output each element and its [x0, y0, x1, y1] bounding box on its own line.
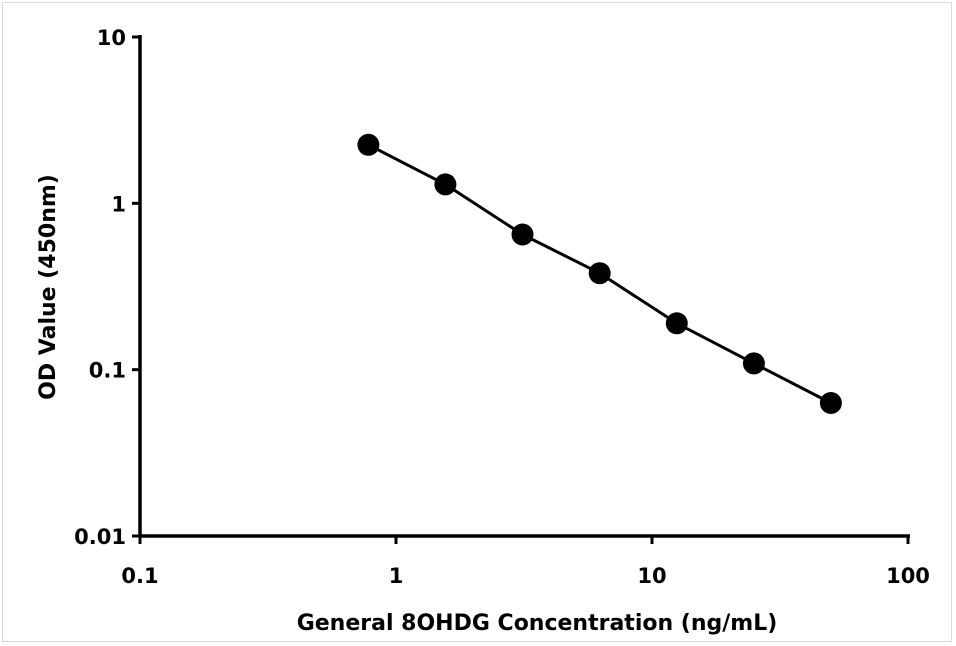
axes: [132, 35, 910, 544]
y-tick-label: 0.1: [89, 359, 126, 383]
x-tick-label: 1: [389, 564, 404, 588]
y-tick-label: 1: [111, 192, 126, 216]
y-tick-label: 10: [97, 26, 126, 50]
data-point: [588, 262, 611, 285]
data-point: [665, 312, 688, 335]
x-tick-label: 0.1: [121, 564, 158, 588]
y-tick-label: 0.01: [74, 525, 126, 549]
data-point: [819, 392, 842, 414]
data-point: [742, 352, 765, 375]
data-point: [434, 173, 457, 196]
x-axis-title: General 8OHDG Concentration (ng/mL): [297, 611, 778, 636]
x-tick-label: 100: [886, 564, 930, 588]
data-series: [357, 133, 842, 414]
data-point: [511, 223, 534, 246]
y-axis-title: OD Value (450nm): [36, 174, 61, 400]
x-tick-label: 10: [637, 564, 666, 588]
tick-labels: 0.1 1 10 100 0.01 0.1 1 10: [74, 26, 930, 588]
data-point: [357, 133, 380, 156]
